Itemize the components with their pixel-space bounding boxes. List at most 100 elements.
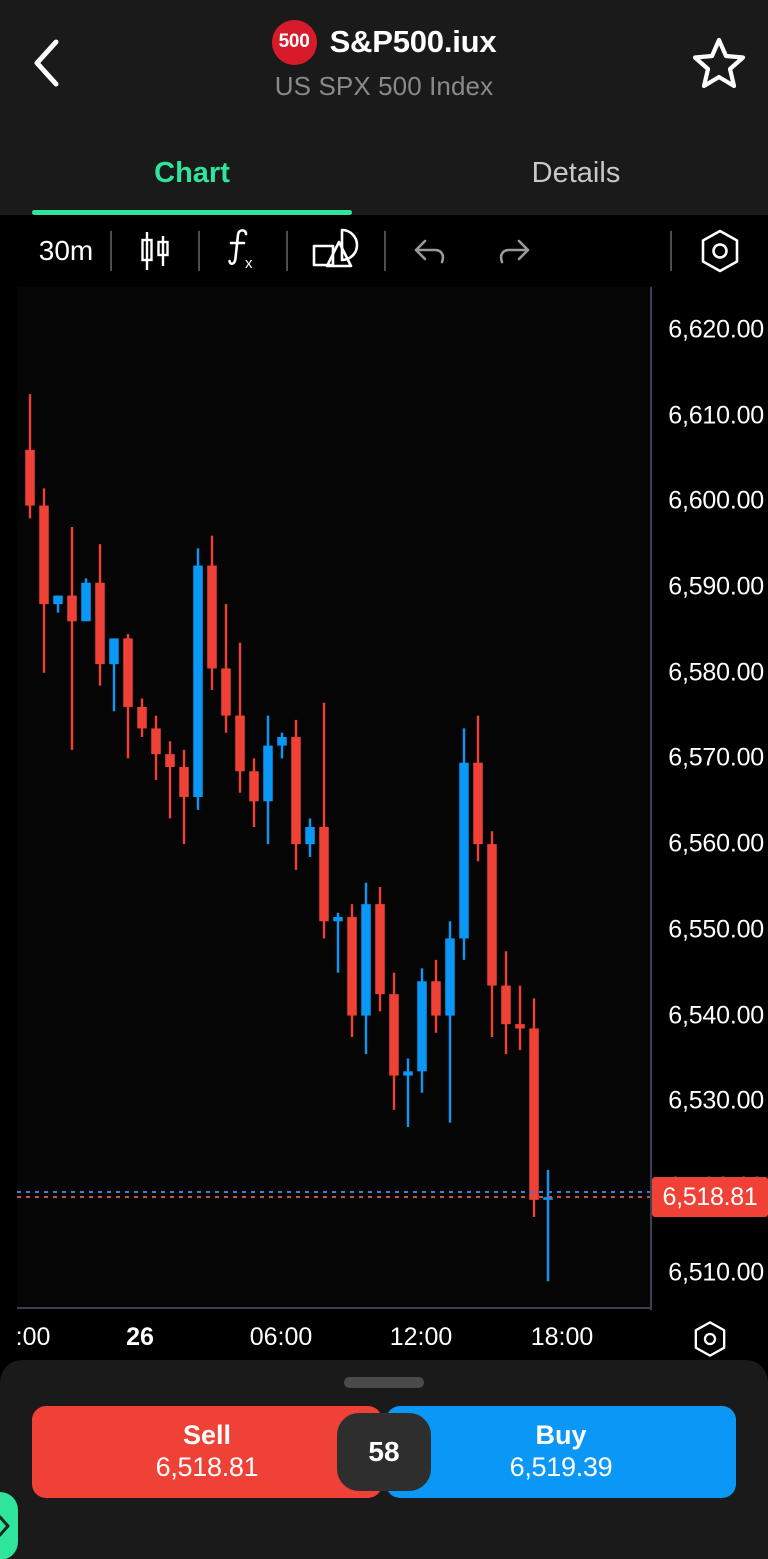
candle: [151, 715, 161, 780]
buy-label: Buy: [535, 1419, 587, 1450]
candles-layer: [25, 394, 553, 1282]
timeframe-button[interactable]: 30m: [38, 235, 94, 266]
instrument-badge: 500: [271, 19, 317, 65]
price-tick: 6,620.00: [668, 315, 764, 344]
time-axis[interactable]: :00 26 06:00 12:00 18:00: [0, 1309, 768, 1360]
candle: [235, 642, 245, 793]
candle: [25, 394, 35, 519]
spread-badge: 58: [337, 1413, 431, 1491]
candle: [81, 578, 91, 622]
candle: [95, 544, 105, 686]
instrument-title-block: 500 S&P500.iux US SPX 500 Index: [0, 18, 768, 102]
price-tick: 6,600.00: [668, 486, 764, 515]
time-tick: 18:00: [530, 1323, 594, 1351]
candle: [109, 638, 119, 712]
time-axis-divider: [17, 1307, 650, 1309]
undo-button[interactable]: [386, 215, 472, 287]
candle: [305, 818, 315, 857]
candle-type-button[interactable]: [112, 215, 198, 287]
tab-details[interactable]: Details: [384, 131, 768, 215]
candle: [501, 951, 511, 1055]
price-tick: 6,610.00: [668, 401, 764, 430]
candle: [375, 887, 385, 1012]
time-tick: 12:00: [389, 1323, 453, 1351]
favorite-button[interactable]: [688, 32, 750, 94]
tab-chart-label: Chart: [154, 156, 230, 189]
toolbar-divider: [670, 231, 672, 271]
bid-price-line: [17, 1191, 650, 1194]
chevron-right-icon: [0, 1515, 10, 1537]
toolbar-divider: [198, 231, 200, 271]
expand-panel-tab[interactable]: [0, 1492, 18, 1559]
candle: [277, 732, 287, 759]
drawing-tools-button[interactable]: [288, 215, 384, 287]
page-title: S&P500.iux: [329, 24, 497, 59]
candle: [445, 921, 455, 1123]
svg-text:x: x: [245, 255, 253, 272]
candle: [123, 634, 133, 759]
candle: [333, 912, 343, 973]
price-axis-divider: [650, 287, 652, 1310]
candle: [179, 749, 189, 845]
shapes-drawing-icon: [312, 228, 359, 268]
candle: [361, 882, 371, 1055]
toolbar-divider: [110, 231, 112, 271]
tab-details-label: Details: [531, 156, 621, 189]
star-outline-icon: [692, 37, 746, 89]
settings-hexagon-icon: [701, 229, 739, 273]
settings-hexagon-icon: [694, 1321, 726, 1357]
buy-button[interactable]: Buy 6,519.39: [386, 1406, 736, 1498]
sell-button[interactable]: Sell 6,518.81: [32, 1406, 382, 1498]
candle: [137, 698, 147, 737]
app-header: 500 S&P500.iux US SPX 500 Index: [0, 0, 768, 131]
tab-chart[interactable]: Chart: [0, 131, 384, 215]
candle: [263, 715, 273, 845]
section-tabs: Chart Details: [0, 131, 768, 215]
toolbar-divider: [286, 231, 288, 271]
price-tick: 6,540.00: [668, 1001, 764, 1030]
candle: [249, 758, 259, 827]
chart-toolbar: 30m x: [0, 215, 768, 287]
sell-price: 6,518.81: [155, 1451, 259, 1482]
tab-active-underline: [32, 210, 352, 215]
price-tick: 6,580.00: [668, 658, 764, 687]
candle: [431, 959, 441, 1033]
candle: [207, 535, 217, 690]
candle: [543, 1169, 553, 1282]
candlestick-plot[interactable]: [17, 287, 650, 1307]
axis-settings-button[interactable]: [686, 1319, 734, 1359]
candle: [515, 985, 525, 1050]
chart-settings-button[interactable]: [672, 215, 768, 287]
candle: [67, 527, 77, 750]
candle: [291, 719, 301, 870]
candle: [221, 604, 231, 733]
indicators-button[interactable]: x: [200, 215, 286, 287]
price-tick: 6,550.00: [668, 915, 764, 944]
candle: [347, 904, 357, 1037]
indicators-fx-icon: x: [228, 229, 253, 272]
back-button[interactable]: [20, 36, 74, 90]
candle: [417, 968, 427, 1093]
candle: [39, 488, 49, 673]
undo-icon: [414, 239, 445, 264]
ask-price-line: [17, 1196, 650, 1199]
price-tick: 6,560.00: [668, 829, 764, 858]
chart-container[interactable]: 6,620.00 6,610.00 6,600.00 6,590.00 6,580.00…: [0, 287, 768, 1559]
buy-price: 6,519.39: [509, 1451, 613, 1482]
trade-buttons-row: Sell 6,518.81 Buy 6,519.39 58: [32, 1406, 736, 1498]
price-tick: 6,510.00: [668, 1258, 764, 1287]
candle: [529, 998, 539, 1217]
candle: [487, 831, 497, 1037]
redo-button[interactable]: [472, 215, 558, 287]
time-tick: 06:00: [249, 1323, 313, 1351]
sheet-drag-handle[interactable]: [344, 1377, 424, 1388]
trade-bottom-sheet: Sell 6,518.81 Buy 6,519.39 58: [0, 1360, 768, 1559]
price-tick: 6,590.00: [668, 572, 764, 601]
redo-icon: [499, 239, 530, 264]
chevron-left-icon: [34, 39, 59, 87]
candle: [193, 548, 203, 810]
price-axis[interactable]: 6,620.00 6,610.00 6,600.00 6,590.00 6,580.00…: [652, 287, 768, 1307]
sell-label: Sell: [182, 1419, 232, 1450]
candle: [389, 972, 399, 1110]
